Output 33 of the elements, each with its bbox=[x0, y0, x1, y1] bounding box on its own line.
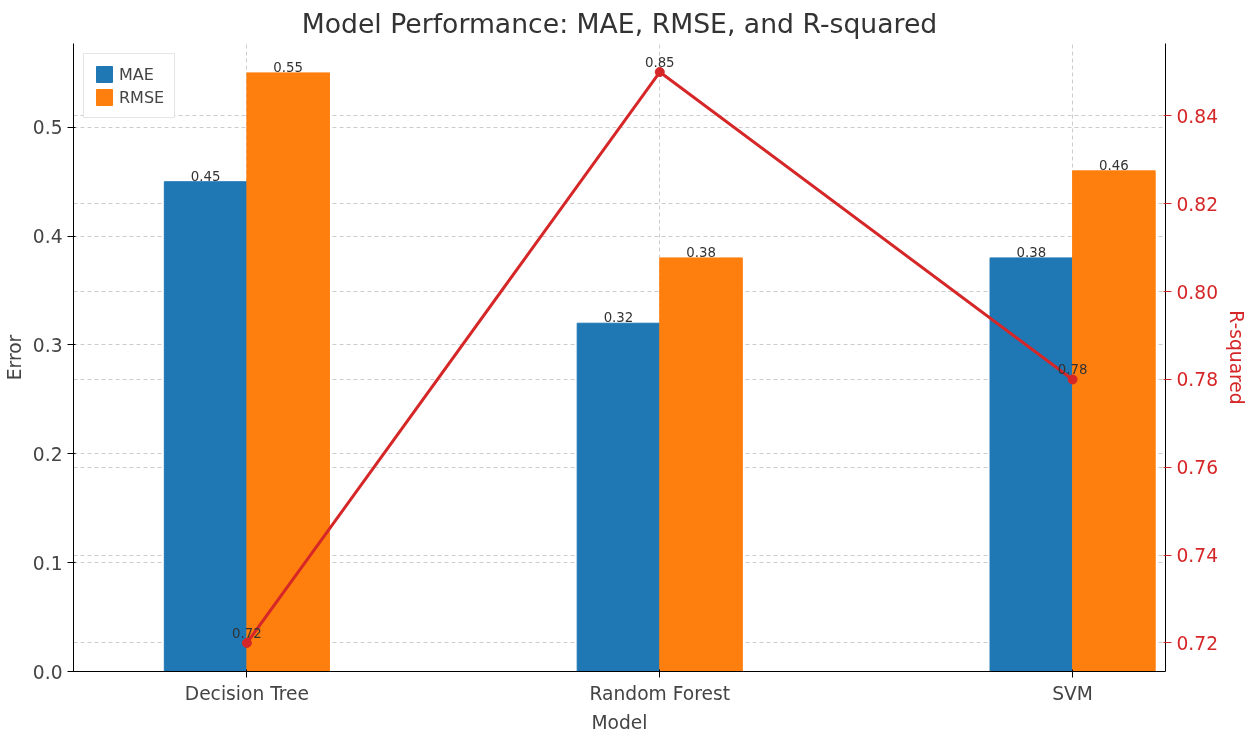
y-tick-label: 0.2 bbox=[32, 443, 63, 465]
y-tick-label: 0.3 bbox=[32, 334, 63, 356]
y2-tick-label: 0.72 bbox=[1176, 632, 1219, 654]
y-axis-title: Error bbox=[3, 334, 25, 381]
y2-tick-label: 0.84 bbox=[1176, 105, 1219, 127]
bar bbox=[576, 322, 661, 672]
legend-label: RMSE bbox=[119, 87, 165, 107]
data-label: 0.32 bbox=[603, 310, 634, 326]
y2-tick-label: 0.74 bbox=[1176, 545, 1219, 567]
y-tick-label: 0.4 bbox=[32, 226, 63, 248]
x-axis-title: Model bbox=[591, 711, 648, 733]
data-label: 0.85 bbox=[644, 55, 675, 71]
y2-tick-label: 0.82 bbox=[1176, 193, 1219, 215]
point bbox=[654, 67, 665, 78]
point bbox=[1067, 374, 1078, 385]
data-label: 0.38 bbox=[1016, 244, 1047, 260]
data-label: 0.45 bbox=[190, 168, 221, 184]
x-tick-label: Decision Tree bbox=[184, 682, 310, 704]
y2-tick-label: 0.78 bbox=[1176, 369, 1219, 391]
legend-label: MAE bbox=[119, 64, 154, 84]
y-tick-label: 0.5 bbox=[32, 117, 63, 139]
data-label: 0.55 bbox=[273, 59, 304, 75]
y-tick-label: 0.0 bbox=[32, 661, 63, 683]
y2-axis-title: R-squared bbox=[1226, 310, 1248, 405]
x-tick-label: SVM bbox=[1052, 682, 1093, 704]
y2-tick-label: 0.80 bbox=[1176, 281, 1219, 303]
chart-title: Model Performance: MAE, RMSE, and R-squared bbox=[301, 7, 938, 39]
y2-tick-label: 0.76 bbox=[1176, 457, 1219, 479]
bar bbox=[659, 257, 743, 672]
data-label: 0.38 bbox=[686, 244, 716, 260]
data-label: 0.46 bbox=[1099, 157, 1129, 173]
y-tick-label: 0.1 bbox=[32, 552, 63, 574]
x-tick-label: Random Forest bbox=[589, 682, 730, 704]
